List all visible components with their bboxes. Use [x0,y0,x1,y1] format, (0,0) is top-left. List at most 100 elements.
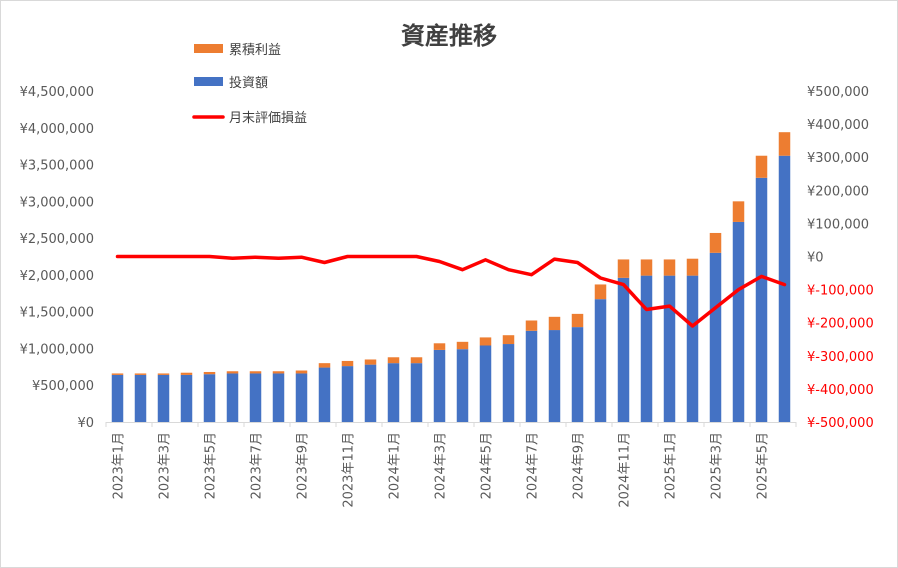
y-left-tick-label: ¥1,000,000 [20,342,94,357]
x-tick-label: 2023年5月 [204,432,219,499]
bar-investment [479,345,492,422]
x-tick-label: 2024年9月 [572,432,587,499]
x-tick-label: 2024年1月 [388,432,403,499]
y-right-tick-label: ¥-500,000 [807,416,874,431]
x-tick-label: 2023年1月 [112,432,127,499]
bar-investment [732,221,745,422]
bar-profit [295,370,308,374]
bar-investment [617,277,630,422]
y-right-tick-label: ¥500,000 [807,85,869,100]
bar-profit [617,259,630,278]
bar-investment [571,327,584,422]
y-left-tick-label: ¥4,000,000 [20,122,94,137]
bar-profit [433,343,446,350]
bar-investment [525,330,538,422]
bar-investment [318,367,331,422]
x-tick-label: 2025年1月 [664,432,679,499]
y-left-tick-label: ¥2,500,000 [20,232,94,247]
bar-profit [318,363,331,368]
bar-profit [502,335,515,345]
bar-investment [778,155,791,422]
y-left-tick-label: ¥0 [77,416,94,431]
bar-profit [272,371,285,374]
bar-profit [111,373,124,375]
bar-profit [709,232,722,253]
legend-label: 累積利益 [229,43,281,58]
y-right-tick-label: ¥300,000 [807,151,869,166]
bar-investment [180,374,193,422]
y-right-tick-label: ¥100,000 [807,217,869,232]
bar-profit [732,201,745,222]
x-tick-label: 2023年11月 [342,432,357,508]
y-left-tick-label: ¥3,500,000 [20,159,94,174]
chart-title: 資産推移 [401,22,497,50]
x-tick-label: 2024年5月 [480,432,495,499]
y-left-tick-label: ¥500,000 [32,379,94,394]
x-tick-label: 2024年7月 [526,432,541,499]
bar-investment [157,374,170,422]
x-tick-label: 2023年3月 [158,432,173,499]
bar-profit [226,371,239,374]
bar-investment [433,349,446,422]
bar-investment [364,364,377,422]
bar-profit [134,373,147,375]
bar-profit [686,258,699,276]
y-left-tick-label: ¥1,500,000 [20,306,94,321]
bar-investment [548,330,561,422]
y-right-tick-label: ¥-200,000 [807,317,874,332]
bar-investment [594,299,607,422]
bar-profit [525,320,538,331]
bar-investment [709,252,722,422]
legend-label: 月末評価損益 [229,111,307,126]
bar-investment [502,344,515,422]
bar-investment [410,363,423,422]
y-right-tick-label: ¥-400,000 [807,383,874,398]
bar-profit [157,373,170,375]
bar-profit [594,284,607,300]
bar-profit [180,372,193,375]
bar-investment [134,374,147,422]
bar-investment [272,373,285,422]
bar-investment [341,366,354,422]
y-right-tick-label: ¥0 [807,251,824,266]
bar-profit [364,359,377,365]
bar-investment [249,373,262,422]
bar-profit [778,132,791,156]
legend-swatch [194,77,223,86]
y-right-tick-label: ¥400,000 [807,118,869,133]
y-left-tick-label: ¥4,500,000 [20,85,94,100]
bar-investment [203,374,216,422]
bar-profit [249,371,262,374]
line-valuation-pl [115,254,787,328]
x-tick-label: 2025年3月 [710,432,725,499]
bar-profit [387,357,400,364]
bar-profit [456,341,469,350]
bar-profit [341,360,354,367]
bar-investment [295,373,308,422]
x-tick-label: 2023年7月 [250,432,265,499]
bar-profit [663,259,676,276]
y-right-tick-label: ¥-300,000 [807,350,874,365]
bar-profit [548,316,561,331]
bar-profit [410,357,423,364]
bar-investment [663,275,676,422]
legend-label: 投資額 [229,75,268,91]
bar-profit [203,371,216,375]
bar-investment [686,275,699,422]
bar-profit [571,313,584,328]
bar-investment [387,363,400,422]
bar-profit [640,259,653,276]
bar-profit [755,155,768,178]
x-tick-label: 2024年3月 [434,432,449,499]
bar-investment [640,275,653,422]
x-tick-label: 2024年11月 [618,432,633,508]
bar-investment [111,374,124,422]
y-left-tick-label: ¥3,000,000 [20,195,94,210]
y-right-tick-label: ¥200,000 [807,184,869,199]
bar-investment [226,373,239,422]
bar-profit [479,337,492,346]
bar-investment [755,177,768,422]
y-left-tick-label: ¥2,000,000 [20,269,94,284]
